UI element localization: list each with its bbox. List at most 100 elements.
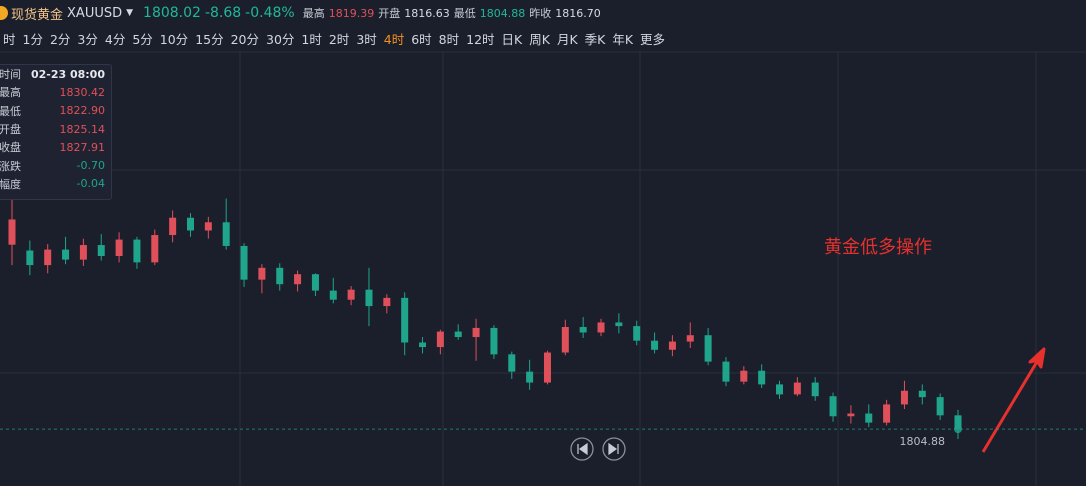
nav-buttons bbox=[570, 437, 626, 461]
candle-body bbox=[329, 290, 337, 300]
timeframe[interactable]: 4时 bbox=[383, 31, 405, 47]
candle-body bbox=[204, 222, 212, 231]
candle-body bbox=[79, 245, 87, 260]
next-icon bbox=[608, 442, 619, 456]
candle-body bbox=[686, 335, 694, 342]
value: 1816.63 bbox=[404, 6, 450, 20]
timeframe[interactable]: 更多 bbox=[640, 31, 666, 47]
candle-body bbox=[240, 245, 248, 280]
candle-body bbox=[883, 404, 891, 423]
timeframe[interactable]: 2时 bbox=[328, 31, 350, 47]
candle-body bbox=[276, 267, 284, 285]
candle-body bbox=[258, 267, 266, 280]
icon bbox=[0, 6, 8, 20]
timeframe[interactable]: 20分 bbox=[230, 31, 259, 47]
candle-body bbox=[383, 297, 391, 307]
candle-body bbox=[722, 361, 730, 382]
info-value: -0.70 bbox=[76, 159, 105, 173]
info-panel: 时间 02-23 08:00 最高 1830.42 最低 1822.90 开盘 1825.14… bbox=[0, 64, 112, 200]
timeframe[interactable]: 3分 bbox=[77, 31, 98, 47]
timeframe[interactable]: 3时 bbox=[356, 31, 377, 47]
info-row: 开盘 1825.14 bbox=[0, 120, 111, 138]
timeframe[interactable]: 30分 bbox=[266, 31, 295, 47]
price: 1808.02 bbox=[143, 5, 201, 21]
candle-body bbox=[186, 217, 194, 231]
timeframe[interactable]: 6时 bbox=[411, 31, 432, 47]
candle-body bbox=[472, 327, 480, 338]
info-row: 最高 1830.42 bbox=[0, 83, 111, 101]
candle-body bbox=[651, 340, 659, 350]
timeframe[interactable]: 2分 bbox=[49, 31, 71, 47]
candle-body bbox=[704, 335, 712, 362]
candle-body bbox=[169, 217, 177, 236]
candle-body bbox=[222, 222, 230, 246]
candle-body bbox=[115, 239, 123, 256]
timeframe[interactable]: 日K bbox=[501, 31, 523, 47]
timeframe[interactable]: 8时 bbox=[438, 31, 460, 47]
candle-body bbox=[508, 354, 516, 372]
candle-body bbox=[633, 326, 641, 341]
candle-body bbox=[865, 413, 873, 423]
info-label: 收盘 bbox=[0, 141, 21, 155]
name: 现货黄金 bbox=[11, 7, 64, 23]
timeframe[interactable]: 1分 bbox=[22, 31, 43, 47]
timeframe[interactable]: 时 bbox=[3, 31, 16, 47]
candle-body bbox=[294, 274, 302, 285]
candle-body bbox=[436, 331, 444, 348]
candle-body bbox=[543, 352, 551, 383]
candle-body bbox=[62, 249, 70, 260]
info-value: 02-23 08:00 bbox=[30, 67, 105, 81]
info-row: 最低 1822.90 bbox=[0, 102, 111, 120]
dropdown[interactable]: ▼ bbox=[126, 8, 134, 18]
timeframe[interactable]: 月K bbox=[556, 31, 578, 47]
candle-body bbox=[847, 413, 855, 417]
candle-body bbox=[900, 390, 908, 405]
info-label: 开盘 bbox=[0, 123, 21, 137]
timeframe[interactable]: 1时 bbox=[301, 31, 322, 47]
timeframe-bar: 时 1分 2分 3分 4分 5分 10分 15分 20分 30分 1时 2时 3时 4时 6时 8时 12时 日K… bbox=[0, 27, 1086, 49]
candle-body bbox=[133, 239, 141, 263]
candle-body bbox=[561, 327, 569, 353]
info-label: 涨跌 bbox=[0, 159, 21, 173]
info-label: 最高 bbox=[0, 86, 21, 100]
candles bbox=[8, 196, 962, 440]
candle-body bbox=[26, 250, 34, 266]
candle-body bbox=[954, 415, 962, 430]
info-label: 最低 bbox=[0, 104, 21, 118]
info-value: 1827.91 bbox=[59, 140, 106, 154]
candle-body bbox=[419, 342, 427, 348]
label: 开盘 bbox=[378, 7, 401, 20]
timeframe[interactable]: 15分 bbox=[195, 31, 224, 47]
candle-body bbox=[829, 396, 837, 417]
candle-body bbox=[811, 382, 819, 397]
timeframe[interactable]: 年K bbox=[612, 31, 634, 47]
candle-body bbox=[793, 382, 801, 395]
next-button[interactable] bbox=[602, 437, 626, 461]
value: 1804.88 bbox=[479, 6, 526, 20]
label: 昨收 bbox=[529, 7, 552, 20]
timeframe[interactable]: 12时 bbox=[466, 31, 495, 47]
candle-body bbox=[401, 297, 409, 343]
last-price-label: 1804.88 bbox=[900, 435, 946, 448]
candle-body bbox=[454, 331, 462, 338]
timeframe[interactable]: 5分 bbox=[132, 31, 153, 47]
timeframe[interactable]: 4分 bbox=[104, 31, 126, 47]
symbol[interactable]: XAUUSD bbox=[67, 5, 123, 21]
candle-body bbox=[490, 327, 498, 355]
info-value: 1822.90 bbox=[59, 104, 106, 118]
timeframe[interactable]: 周K bbox=[529, 31, 550, 47]
prev-icon bbox=[577, 442, 588, 456]
info-value: -0.04 bbox=[76, 177, 105, 191]
candle-body bbox=[311, 274, 319, 291]
annotation: 黄金低多操作 bbox=[824, 237, 932, 258]
change: -8.68 bbox=[204, 5, 242, 21]
info-value: 1830.42 bbox=[59, 85, 106, 99]
candle-body bbox=[615, 322, 623, 327]
candle-body bbox=[918, 390, 926, 398]
info-value: 1825.14 bbox=[59, 122, 106, 136]
prev-button[interactable] bbox=[570, 437, 594, 461]
timeframe[interactable]: 10分 bbox=[159, 31, 189, 47]
timeframe[interactable]: 季K bbox=[584, 31, 606, 47]
candle-body bbox=[151, 235, 159, 263]
